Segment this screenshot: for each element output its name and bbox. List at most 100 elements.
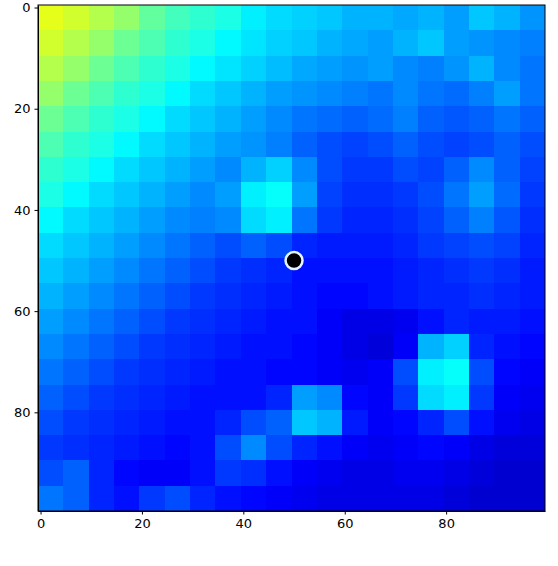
heat-cell (89, 207, 115, 233)
heat-cell (444, 207, 470, 233)
heat-cell (520, 233, 545, 259)
heat-cell (520, 81, 545, 107)
heat-cell (89, 359, 115, 385)
tick-mark (345, 511, 346, 515)
heat-cell (393, 81, 419, 107)
heat-cell (342, 106, 368, 132)
heat-cell (165, 106, 191, 132)
heat-cell (215, 486, 241, 511)
heat-cell (292, 460, 318, 486)
heat-cell (114, 106, 140, 132)
heat-cell (215, 157, 241, 183)
heat-cell (444, 157, 470, 183)
heat-cell (520, 258, 545, 284)
heat-cell (38, 207, 64, 233)
heat-cell (368, 56, 394, 82)
heat-cell (165, 283, 191, 309)
heat-cell (190, 334, 216, 360)
heat-cell (418, 486, 444, 511)
heat-cell (342, 486, 368, 511)
heat-cell (292, 309, 318, 335)
plot-area (38, 5, 545, 511)
heat-cell (241, 81, 267, 107)
heat-cell (393, 30, 419, 56)
heat-cell (494, 106, 520, 132)
heat-cell (444, 106, 470, 132)
heat-cell (63, 258, 89, 284)
heat-cell (292, 81, 318, 107)
heat-cell (317, 207, 343, 233)
heat-cell (63, 334, 89, 360)
tick-mark (243, 511, 244, 515)
heat-cell (215, 334, 241, 360)
heat-cell (368, 30, 394, 56)
tick-label: 80 (14, 405, 31, 420)
heat-cell (469, 132, 495, 158)
heat-cell (38, 309, 64, 335)
heat-cell (139, 283, 165, 309)
tick-label: 20 (134, 516, 151, 531)
heat-cell (139, 157, 165, 183)
heat-cell (89, 460, 115, 486)
heat-cell (114, 410, 140, 436)
heat-cell (114, 385, 140, 411)
heat-cell (63, 56, 89, 82)
heat-cell (215, 81, 241, 107)
heat-cell (342, 334, 368, 360)
heat-cell (139, 233, 165, 259)
heat-cell (63, 30, 89, 56)
heat-cell (38, 359, 64, 385)
heat-cell (190, 309, 216, 335)
heat-cell (63, 359, 89, 385)
heat-cell (368, 258, 394, 284)
heat-cell (114, 359, 140, 385)
heat-cell (89, 132, 115, 158)
heat-cell (215, 132, 241, 158)
heat-cell (469, 5, 495, 31)
heat-cell (89, 283, 115, 309)
heat-cell (215, 258, 241, 284)
heat-cell (469, 435, 495, 461)
heat-cell (266, 56, 292, 82)
heat-cell (89, 385, 115, 411)
heat-cell (139, 435, 165, 461)
heat-cell (114, 435, 140, 461)
heat-cell (215, 410, 241, 436)
heat-cell (342, 233, 368, 259)
heat-cell (317, 460, 343, 486)
heat-cell (342, 5, 368, 31)
heat-cell (38, 132, 64, 158)
heat-cell (241, 132, 267, 158)
heat-cell (368, 435, 394, 461)
heat-cell (494, 460, 520, 486)
heat-cell (292, 385, 318, 411)
heat-cell (38, 182, 64, 208)
heat-cell (494, 81, 520, 107)
heat-cell (266, 435, 292, 461)
heat-cell (165, 334, 191, 360)
heat-cell (266, 106, 292, 132)
heat-cell (418, 233, 444, 259)
heat-cell (114, 258, 140, 284)
heat-cell (266, 309, 292, 335)
heat-cell (266, 410, 292, 436)
heat-cell (494, 410, 520, 436)
heat-cell (266, 460, 292, 486)
heat-cell (139, 359, 165, 385)
heat-cell (368, 207, 394, 233)
heat-cell (444, 233, 470, 259)
heat-cell (494, 30, 520, 56)
tick-mark (35, 109, 39, 110)
heat-cell (139, 207, 165, 233)
heat-cell (368, 182, 394, 208)
heat-cell (139, 132, 165, 158)
heat-cell (418, 157, 444, 183)
heat-cell (418, 334, 444, 360)
heat-cell (317, 359, 343, 385)
heat-cell (292, 30, 318, 56)
heat-cell (292, 207, 318, 233)
heat-cell (139, 410, 165, 436)
heat-cell (241, 207, 267, 233)
heat-cell (190, 106, 216, 132)
heat-cell (63, 182, 89, 208)
